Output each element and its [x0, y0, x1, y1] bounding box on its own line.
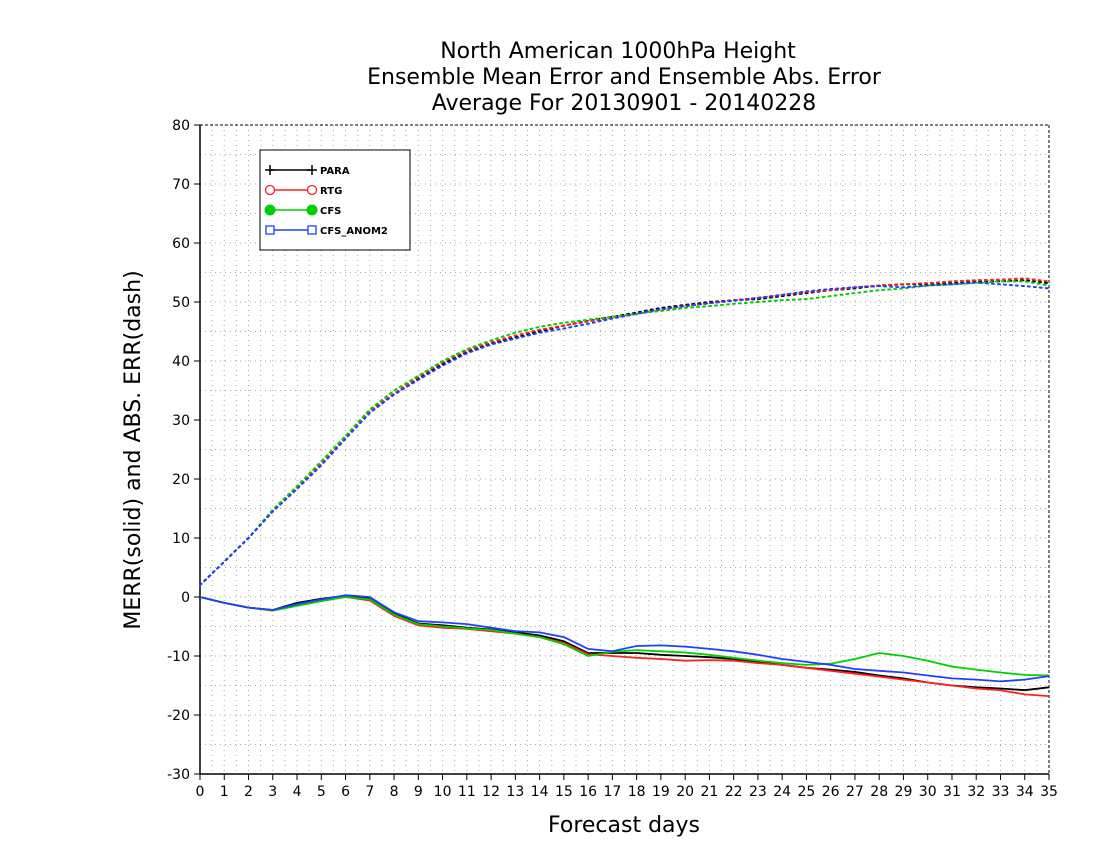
x-tick-label: 34 [1016, 784, 1034, 800]
y-tick-label: 60 [172, 236, 190, 252]
chart-title: North American 1000hPa Height Ensemble M… [367, 39, 882, 116]
x-tick-label: 3 [268, 784, 277, 800]
x-tick-label: 13 [506, 784, 524, 800]
x-tick-label: 22 [725, 784, 743, 800]
x-tick-label: 17 [603, 784, 621, 800]
y-tick-label: 40 [172, 354, 190, 370]
x-axis: 0 1 2 3 4 5 6 7 8 9 10 11 12 13 14 15 16 17 18 19 20 21 22 23 24… [196, 774, 1058, 800]
legend-box [259, 149, 411, 251]
x-tick-label: 23 [749, 784, 767, 800]
x-tick-label: 5 [317, 784, 326, 800]
y-tick-label: 50 [172, 295, 190, 311]
series-cfs-merr-line [199, 596, 1050, 677]
x-tick-label: 21 [700, 784, 718, 800]
x-tick-label: 32 [967, 784, 985, 800]
legend-label-cfs-anom2: CFS_ANOM2 [320, 226, 388, 237]
plot-area [199, 124, 1050, 775]
x-tick-label: 2 [244, 784, 253, 800]
y-tick-label: -20 [167, 708, 190, 724]
y-tick-label: -10 [167, 649, 190, 665]
x-tick-label: 8 [390, 784, 399, 800]
x-axis-label: Forecast days [548, 813, 700, 838]
x-tick-label: 33 [992, 784, 1010, 800]
legend-marker-dot [264, 204, 276, 216]
legend-marker-circle [306, 184, 318, 196]
legend-marker-circle [264, 184, 276, 196]
x-tick-label: 4 [293, 784, 302, 800]
legend-marker-square [265, 225, 275, 235]
x-tick-label: 16 [579, 784, 597, 800]
legend-marker-square [307, 225, 317, 235]
legend-marker-dot [306, 204, 318, 216]
x-tick-label: 28 [870, 784, 888, 800]
y-axis: -30 -20 -10 0 10 20 30 40 50 60 70 80 [167, 118, 200, 783]
series-cfs-anom2-merr-line [199, 594, 1050, 683]
x-tick-label: 25 [798, 784, 816, 800]
x-tick-label: 10 [434, 784, 452, 800]
y-tick-label: 0 [181, 590, 190, 606]
series-cfs-anom2-abs-err-line [199, 281, 1050, 587]
legend-label-para: PARA [320, 166, 350, 177]
series-para-merr-line [199, 594, 1050, 692]
x-tick-label: 1 [220, 784, 229, 800]
chart-title-line-2: Ensemble Mean Error and Ensemble Abs. Er… [367, 65, 882, 90]
x-tick-label: 24 [773, 784, 791, 800]
y-tick-label: 30 [172, 413, 190, 429]
x-tick-label: 6 [341, 784, 350, 800]
x-tick-label: 0 [196, 784, 205, 800]
legend-label-cfs: CFS [320, 206, 341, 217]
x-tick-label: 26 [822, 784, 840, 800]
x-tick-label: 30 [919, 784, 937, 800]
grid [200, 125, 1049, 774]
chart-title-line-1: North American 1000hPa Height [440, 39, 796, 64]
x-tick-label: 35 [1040, 784, 1058, 800]
series-rtg-merr-line [199, 596, 1050, 697]
x-tick-label: 18 [628, 784, 646, 800]
y-axis-label: MERR(solid) and ABS. ERR(dash) [121, 270, 146, 629]
x-tick-label: 31 [943, 784, 961, 800]
series-cfs-abs-err-line [199, 280, 1050, 587]
legend: PARA RTG CFS CFS_ANOM2 [259, 149, 411, 251]
x-tick-label: 29 [895, 784, 913, 800]
x-tick-label: 15 [555, 784, 573, 800]
x-tick-label: 9 [414, 784, 423, 800]
series-lines [199, 277, 1050, 697]
y-tick-label: 80 [172, 118, 190, 134]
chart-title-line-3: Average For 20130901 - 20140228 [432, 91, 817, 116]
y-tick-label: 70 [172, 177, 190, 193]
x-tick-label: 14 [531, 784, 549, 800]
x-tick-label: 20 [676, 784, 694, 800]
legend-label-rtg: RTG [320, 186, 342, 197]
x-tick-label: 27 [846, 784, 864, 800]
y-tick-label: -30 [167, 767, 190, 783]
x-tick-label: 19 [652, 784, 670, 800]
x-tick-label: 7 [365, 784, 374, 800]
x-tick-label: 12 [482, 784, 500, 800]
y-tick-label: 20 [172, 472, 190, 488]
series-rtg-abs-err-line [199, 277, 1050, 587]
x-tick-label: 11 [458, 784, 476, 800]
y-tick-label: 10 [172, 531, 190, 547]
